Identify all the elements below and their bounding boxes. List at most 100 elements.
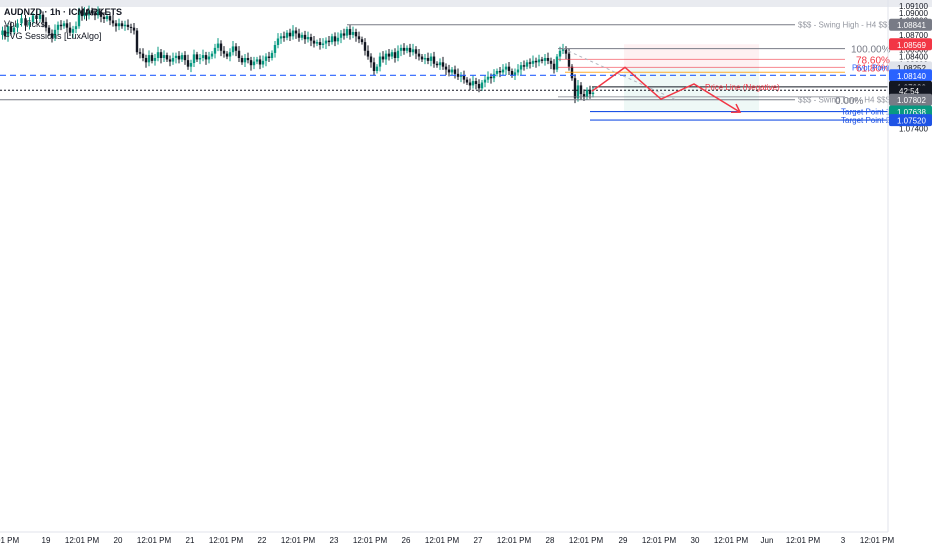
candle-body xyxy=(62,23,66,27)
symbol-title[interactable]: AUDNZD · 1h · ICMARKETS xyxy=(4,7,122,17)
candle-body xyxy=(579,85,583,95)
candle-body xyxy=(426,57,430,61)
candle-body xyxy=(576,85,580,99)
candle-body xyxy=(168,59,172,62)
x-tick-label: 12:01 PM xyxy=(786,536,821,545)
candle-body xyxy=(477,83,481,89)
candle-body xyxy=(74,26,78,30)
candle-body xyxy=(588,89,592,95)
indicator-volume-label[interactable]: Vol · Ticks xyxy=(4,19,46,29)
candle-body xyxy=(213,47,217,54)
y-tick-label: 1.09100 xyxy=(899,2,928,11)
candle-body xyxy=(276,38,280,45)
candle-body xyxy=(56,24,60,30)
candle-body xyxy=(555,56,559,70)
candle-body xyxy=(28,21,31,26)
candle-body xyxy=(312,40,316,44)
candle-body xyxy=(459,75,463,77)
x-tick-label: 12:01 PM xyxy=(642,536,677,545)
candle-body xyxy=(366,50,370,57)
projection-path xyxy=(591,66,741,113)
candle-body xyxy=(573,78,577,99)
swing-high-price-tag-bg xyxy=(889,18,932,31)
candle-body xyxy=(336,37,340,42)
candle-body xyxy=(384,53,388,60)
candle-body xyxy=(342,33,346,36)
candle-body xyxy=(516,69,520,73)
candle-body xyxy=(243,57,247,63)
candle-body xyxy=(405,47,409,51)
candle-body xyxy=(468,82,472,86)
candle-body xyxy=(558,50,562,57)
candle-body xyxy=(372,62,376,71)
candle-body xyxy=(41,14,45,22)
candle-body xyxy=(360,39,364,43)
candle-body xyxy=(1,30,4,35)
x-tick-label: 12:01 PM xyxy=(353,536,388,545)
candle-body xyxy=(447,69,451,73)
candle-body xyxy=(315,42,319,44)
pivot-price-tag-bg xyxy=(889,69,932,82)
candle-body xyxy=(24,18,27,26)
candle-body xyxy=(12,27,16,32)
candle-body xyxy=(264,56,268,61)
candle-body xyxy=(546,57,550,61)
candle-body xyxy=(231,46,235,53)
candle-body xyxy=(20,18,23,24)
x-tick-label: 12:01 PM xyxy=(860,536,895,545)
candle-body xyxy=(552,63,556,70)
candle-body xyxy=(279,36,283,39)
candle-body xyxy=(222,50,226,54)
candle-body xyxy=(369,56,373,63)
candle-body xyxy=(31,15,35,22)
target-2-price-tag-bg xyxy=(889,114,932,127)
candle-body xyxy=(375,66,379,71)
candle-body xyxy=(159,52,163,58)
candle-body xyxy=(180,55,184,60)
candle-body xyxy=(273,44,277,53)
x-tick-label: 27 xyxy=(474,536,483,545)
candle-body xyxy=(378,56,382,67)
candle-body xyxy=(525,62,529,67)
indicator-fvg-label[interactable]: FVG Sessions [LuxAlgo] xyxy=(4,31,102,41)
candle-body xyxy=(474,81,478,84)
candle-body xyxy=(65,23,69,28)
candle-body xyxy=(324,40,328,44)
candle-body xyxy=(123,24,127,27)
candle-body xyxy=(261,60,265,65)
candle-body xyxy=(408,47,412,53)
candle-body xyxy=(564,49,568,54)
candle-body xyxy=(174,55,178,58)
candle-body xyxy=(333,36,337,42)
candle-body xyxy=(210,53,214,57)
candle-body xyxy=(438,62,442,66)
x-tick-label: 21 xyxy=(186,536,195,545)
candle-body xyxy=(531,60,535,64)
swing-low-label: $$$ - Swing Low - H4 $$$ xyxy=(798,96,891,105)
candle-body xyxy=(147,55,151,63)
candle-body xyxy=(53,29,57,38)
candle-body xyxy=(246,57,250,61)
candle-body xyxy=(561,49,565,51)
candle-body xyxy=(117,23,121,27)
pivot-label: Pivot Point xyxy=(852,63,891,72)
candle-body xyxy=(549,60,553,64)
candle-body xyxy=(567,53,571,67)
candle-body xyxy=(513,72,517,76)
candle-body xyxy=(294,30,298,34)
candle-body xyxy=(83,12,86,17)
x-tick-label: 12:01 PM xyxy=(0,536,19,545)
target-1-label: Target Point 1 xyxy=(841,108,891,117)
target-1-price-tag: 1.07638 xyxy=(897,108,926,117)
candle-body xyxy=(591,92,595,95)
candle-body xyxy=(71,29,75,33)
candle-body xyxy=(507,66,511,71)
candle-body xyxy=(444,66,448,70)
stop-loss-zone xyxy=(624,44,759,68)
candle-body xyxy=(156,52,160,58)
candle-body xyxy=(189,63,193,67)
candle-body xyxy=(423,57,427,60)
candle-body xyxy=(456,73,460,77)
swing-high-label: $$$ - Swing High - H4 $$$ xyxy=(798,21,892,30)
